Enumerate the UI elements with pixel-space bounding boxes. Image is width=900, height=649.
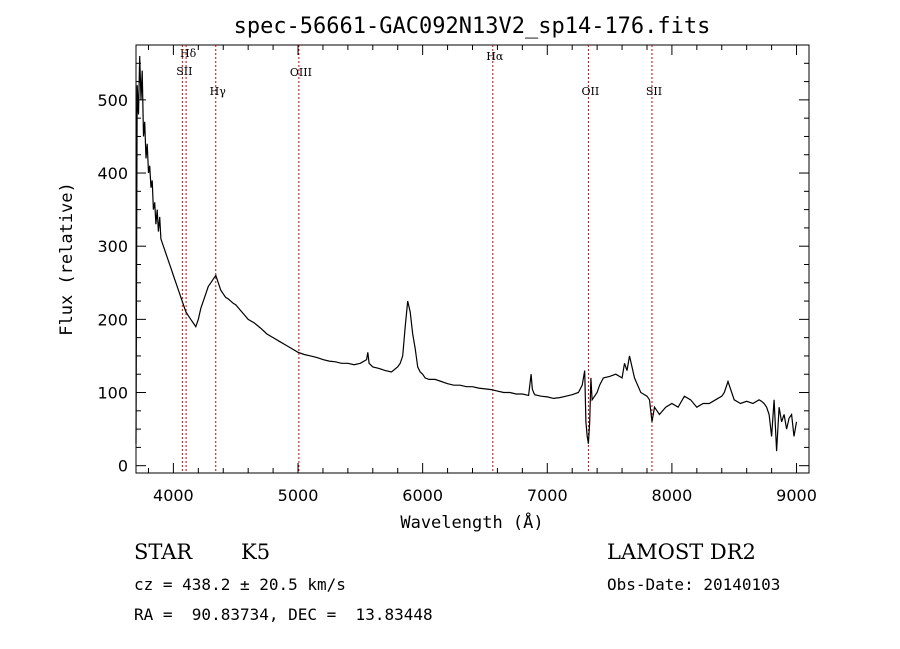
emission-line-markers: Hδ SII Hγ OIII Hα OII SII	[176, 45, 662, 473]
x-tick-label: 8000	[652, 486, 693, 505]
x-tick-label: 5000	[278, 486, 319, 505]
y-axis-ticks: 0 100 200 300 400 500	[97, 62, 809, 476]
y-tick-label: 400	[97, 164, 128, 183]
marker-label: Hα	[486, 50, 504, 63]
x-axis-ticks: 4000 5000 6000 7000 8000 9000	[147, 45, 817, 505]
object-class: STAR	[134, 540, 193, 564]
marker-label: Hγ	[210, 85, 227, 98]
y-tick-label: 200	[97, 310, 128, 329]
marker-label: Hδ	[180, 47, 197, 60]
survey-name: LAMOST DR2	[607, 540, 756, 564]
chart-title: spec-56661-GAC092N13V2_sp14-176.fits	[234, 14, 711, 39]
marker-label: SII	[646, 85, 662, 98]
spectrum-series	[135, 55, 798, 452]
y-tick-label: 500	[97, 91, 128, 110]
marker-label: OII	[582, 85, 600, 98]
x-axis-label: Wavelength (Å)	[400, 511, 543, 533]
y-axis-label: Flux (relative)	[57, 182, 77, 336]
y-tick-label: 100	[97, 384, 128, 403]
object-subclass: K5	[241, 540, 271, 564]
obs-date: Obs-Date: 20140103	[607, 575, 781, 594]
y-tick-label: 0	[118, 457, 128, 476]
ra-dec-readout: RA = 90.83734, DEC = 13.83448	[134, 605, 433, 624]
x-tick-label: 4000	[153, 486, 194, 505]
y-tick-label: 300	[97, 237, 128, 256]
x-tick-label: 7000	[527, 486, 568, 505]
x-tick-label: 6000	[402, 486, 443, 505]
cz-readout: cz = 438.2 ± 20.5 km/s	[134, 575, 346, 594]
x-tick-label: 9000	[776, 486, 817, 505]
marker-label: SII	[176, 65, 192, 78]
plot-frame	[135, 44, 810, 474]
marker-label: OIII	[290, 66, 312, 79]
spectrum-line	[135, 55, 798, 452]
